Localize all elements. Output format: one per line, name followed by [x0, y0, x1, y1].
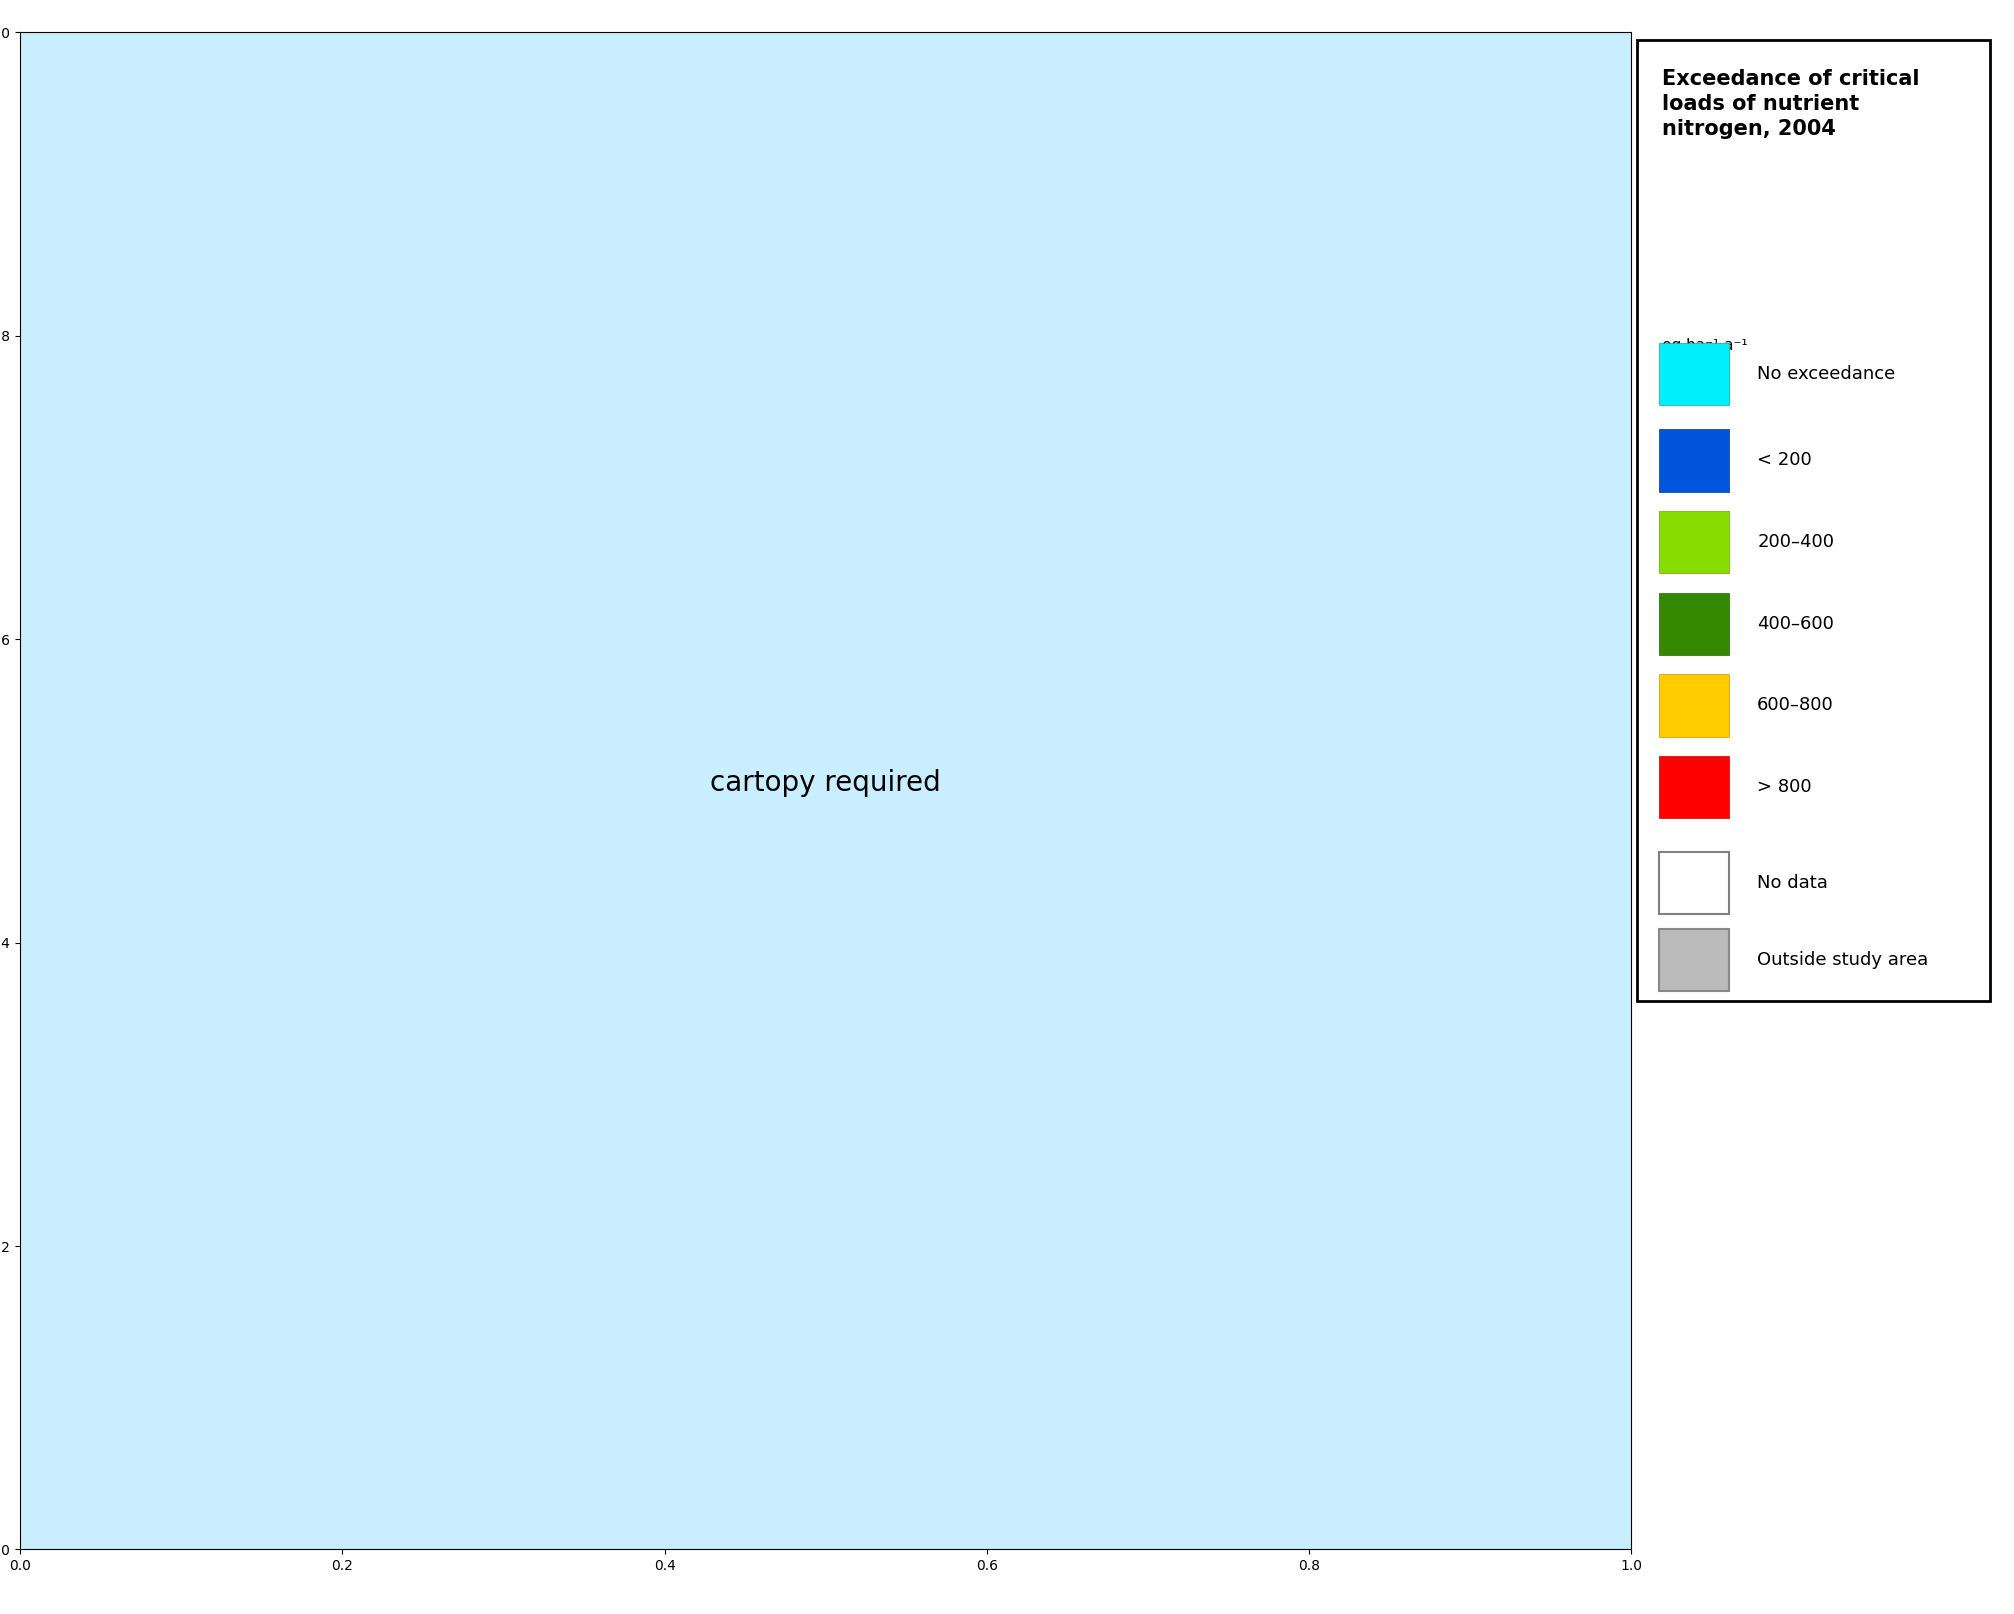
Bar: [1658, 755, 1728, 818]
Text: No exceedance: No exceedance: [1756, 365, 1895, 383]
Text: Exceedance of critical
loads of nutrient
nitrogen, 2004: Exceedance of critical loads of nutrient…: [1662, 69, 1919, 139]
Bar: [1658, 675, 1728, 736]
Bar: [1658, 592, 1728, 655]
Text: Outside study area: Outside study area: [1756, 951, 1929, 968]
Bar: [1658, 512, 1728, 573]
Text: > 800: > 800: [1756, 778, 1813, 796]
Bar: [1658, 342, 1728, 405]
Text: eq ha⁻¹ a⁻¹: eq ha⁻¹ a⁻¹: [1662, 337, 1748, 353]
Text: < 200: < 200: [1756, 452, 1813, 470]
Text: No data: No data: [1756, 875, 1829, 893]
Bar: [1658, 852, 1728, 914]
Text: cartopy required: cartopy required: [711, 768, 941, 797]
Text: 600–800: 600–800: [1756, 696, 1835, 715]
Text: 400–600: 400–600: [1756, 615, 1835, 633]
Bar: [1658, 928, 1728, 991]
Text: 200–400: 200–400: [1756, 533, 1835, 550]
Bar: [1658, 429, 1728, 492]
